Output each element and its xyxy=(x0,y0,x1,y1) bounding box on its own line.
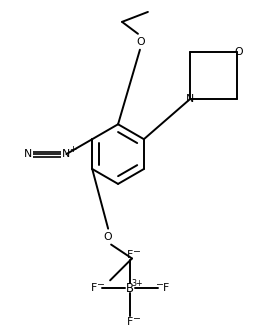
Text: F: F xyxy=(91,283,97,293)
Text: 3+: 3+ xyxy=(131,279,143,288)
Text: N: N xyxy=(62,149,70,159)
Text: F: F xyxy=(127,317,133,327)
Text: +: + xyxy=(69,145,76,154)
Text: O: O xyxy=(136,37,145,47)
Text: F: F xyxy=(127,250,133,259)
Text: −: − xyxy=(156,279,164,288)
Text: O: O xyxy=(234,47,243,57)
Text: −: − xyxy=(97,279,105,288)
Text: −: − xyxy=(133,314,141,323)
Text: N: N xyxy=(24,149,32,159)
Text: B: B xyxy=(126,282,134,295)
Text: N: N xyxy=(185,94,194,104)
Text: −: − xyxy=(133,246,141,255)
Text: F: F xyxy=(163,283,169,293)
Text: O: O xyxy=(104,232,112,242)
